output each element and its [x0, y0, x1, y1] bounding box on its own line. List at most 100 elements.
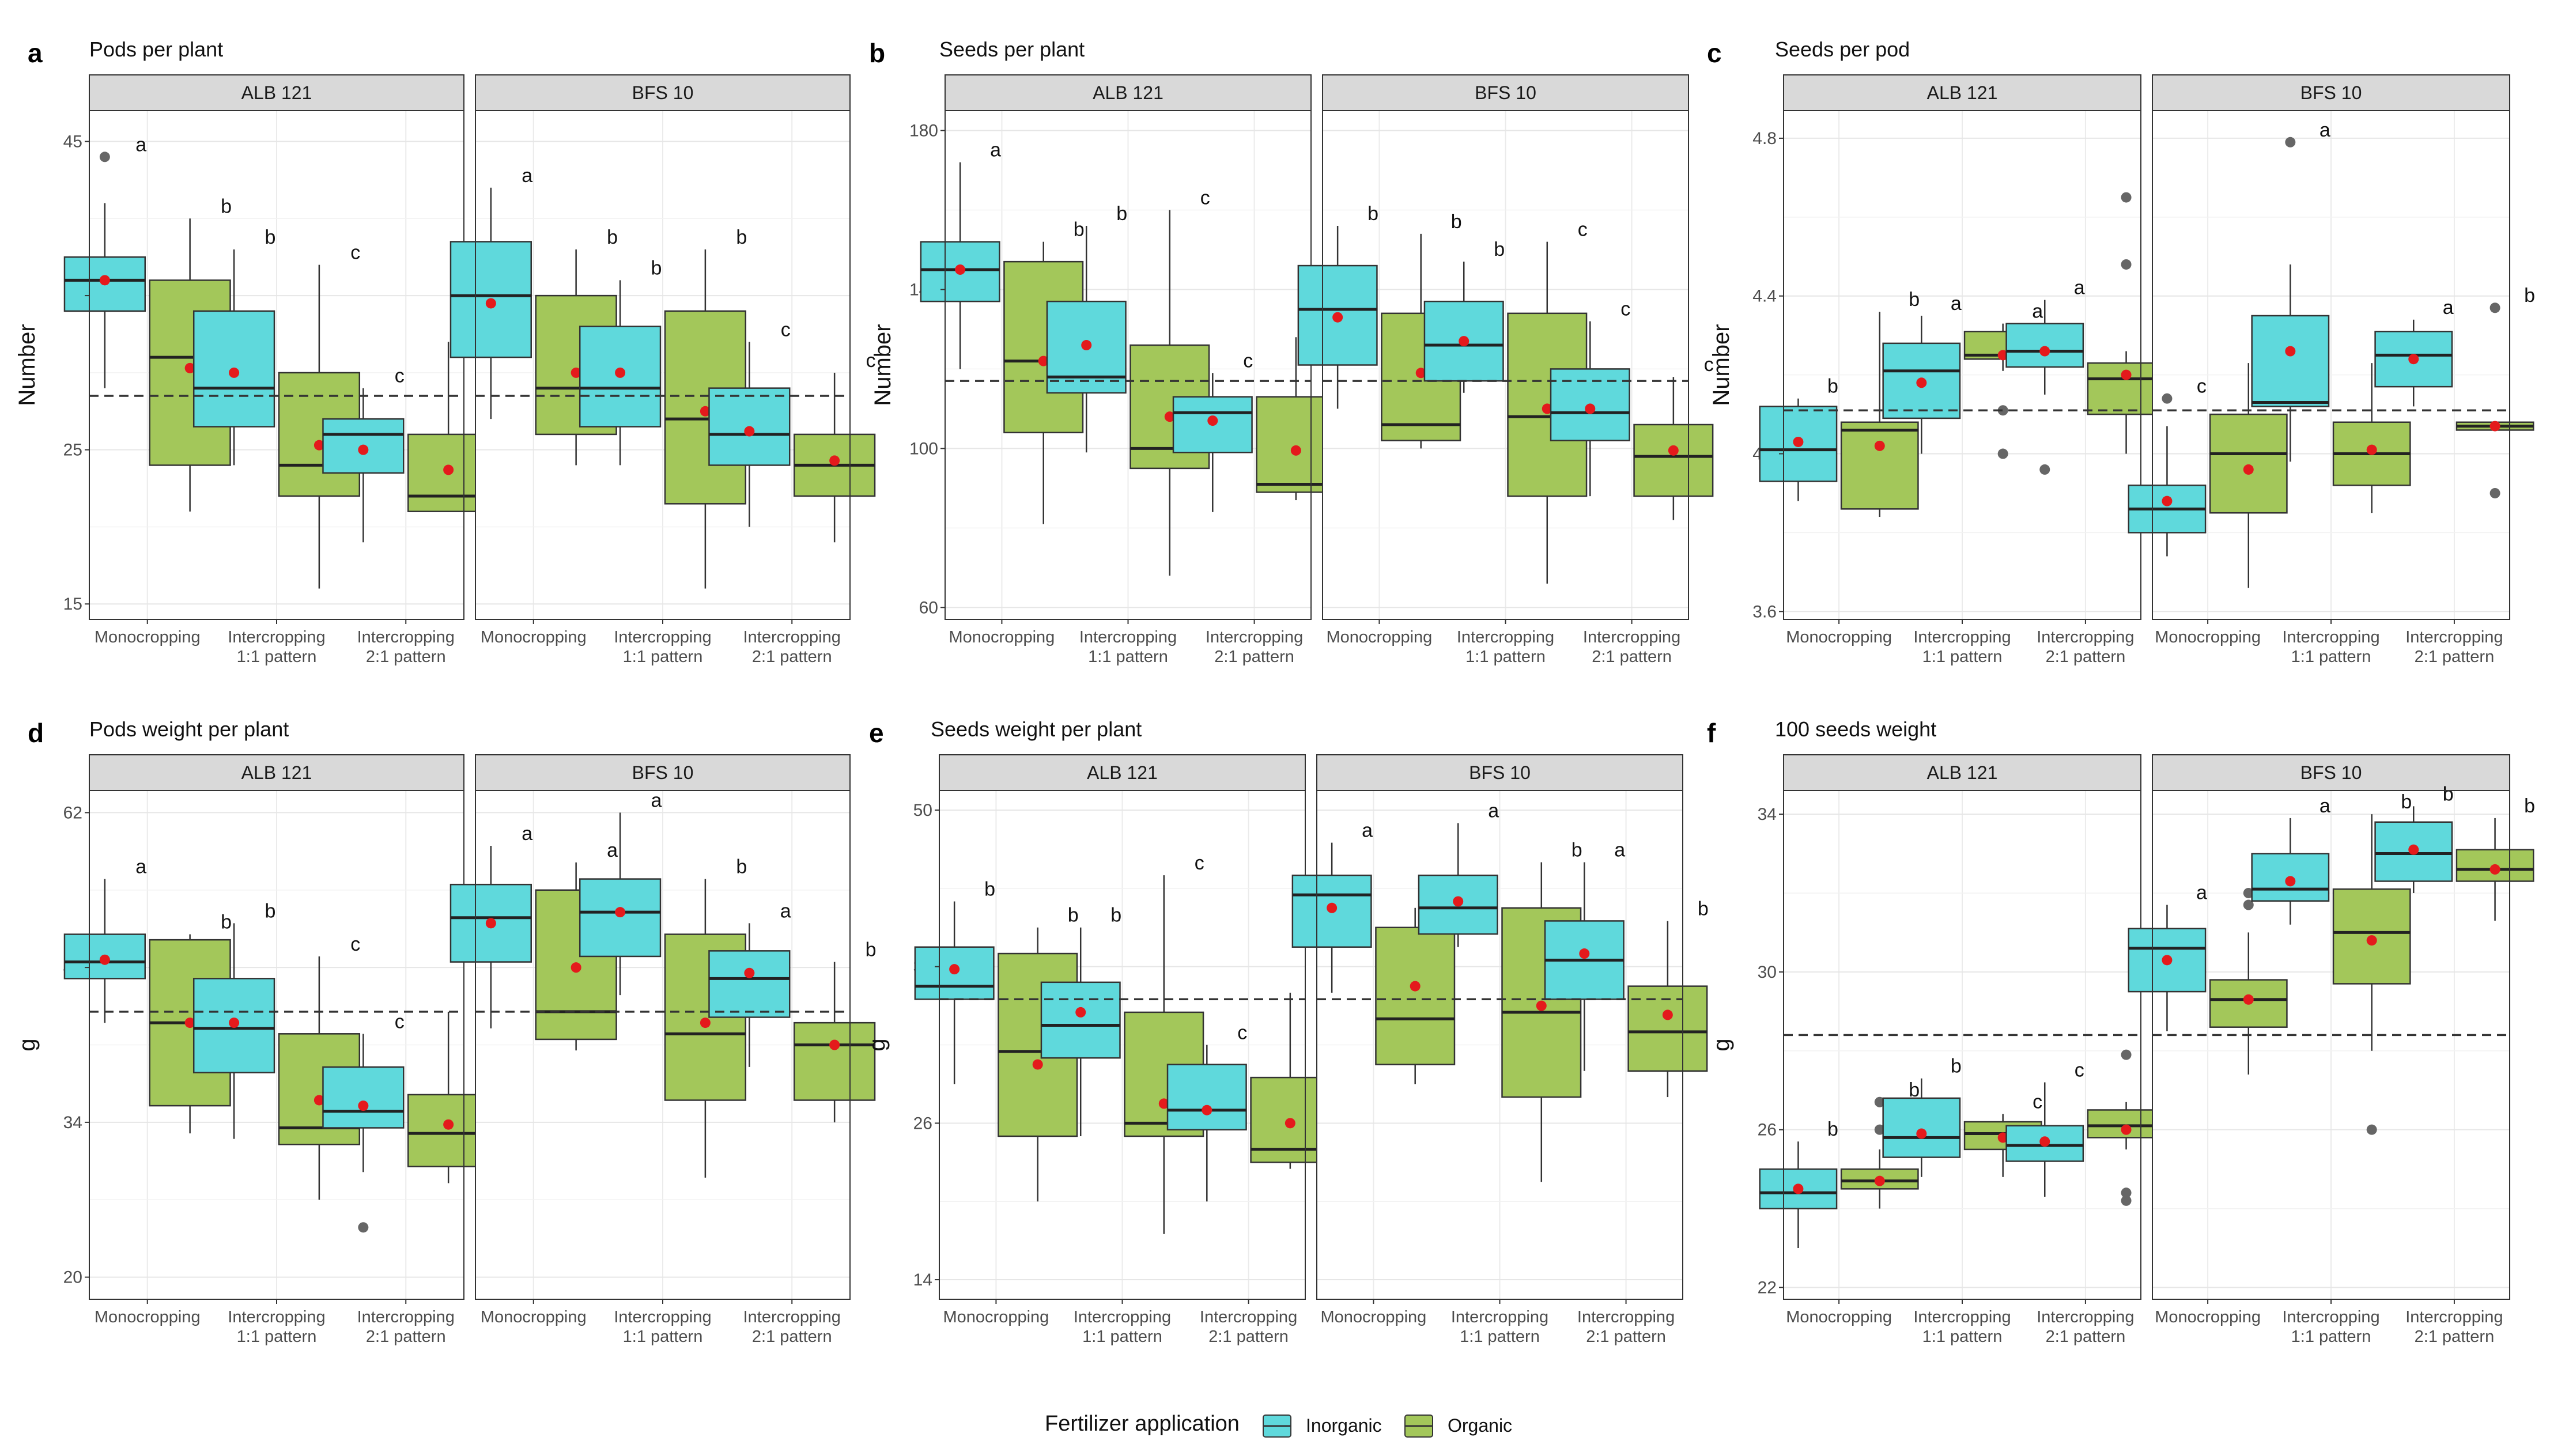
significance-letter: a — [135, 134, 146, 156]
outlier-point — [2243, 887, 2254, 898]
facet-strip-label: ALB 121 — [241, 82, 312, 103]
mean-point — [1793, 436, 1804, 447]
significance-letter: a — [1614, 839, 1625, 861]
significance-letter: b — [2524, 795, 2535, 817]
mean-point — [313, 440, 324, 451]
panel-letter: a — [28, 38, 43, 68]
y-tick-label: 14 — [913, 1270, 932, 1289]
mean-point — [1075, 1007, 1086, 1018]
x-tick-label: 1:1 pattern — [1922, 648, 2003, 666]
x-tick-label: Intercropping — [743, 1308, 841, 1326]
significance-letter: b — [1494, 239, 1505, 260]
mean-point — [1290, 445, 1301, 456]
x-tick-label: Intercropping — [2405, 628, 2503, 646]
box-inorganic: c — [2005, 1060, 2084, 1197]
x-tick-label: 2:1 pattern — [366, 648, 446, 666]
y-axis-title: Number — [14, 324, 40, 406]
significance-letter: a — [2074, 277, 2085, 299]
plot-border — [2152, 110, 2510, 620]
significance-letter: c — [350, 242, 360, 264]
box-body — [1166, 1064, 1247, 1130]
outlier-point — [2121, 259, 2132, 270]
box-inorganic: b — [1046, 203, 1127, 453]
panel-letter: b — [869, 38, 885, 68]
box-inorganic: a — [2251, 119, 2330, 462]
y-tick-label: 25 — [63, 441, 82, 460]
x-tick-label: Monocropping — [949, 628, 1055, 646]
facet-strip — [939, 754, 1306, 791]
significance-letter: b — [607, 226, 618, 248]
mean-point — [1459, 336, 1470, 347]
significance-letter: c — [1195, 852, 1204, 874]
outlier-point — [2121, 1195, 2132, 1206]
y-axis-title: g — [864, 1038, 890, 1051]
facet-strip — [1783, 74, 2141, 111]
facet-strip — [89, 754, 464, 791]
x-tick-label: 2:1 pattern — [752, 1328, 832, 1346]
legend: Fertilizer application Inorganic Organic — [1045, 1412, 1512, 1438]
x-tick-label: Intercropping — [743, 628, 841, 646]
x-tick-label: 2:1 pattern — [1586, 1328, 1666, 1346]
mean-point — [2039, 346, 2050, 357]
significance-letter: c — [2075, 1060, 2084, 1081]
x-tick-label: Intercropping — [614, 628, 711, 646]
x-tick-label: Monocropping — [95, 1308, 201, 1326]
significance-letter: b — [984, 878, 995, 900]
mean-point — [2121, 1124, 2132, 1135]
box-inorganic: c — [1166, 1022, 1247, 1202]
x-tick-label: 2:1 pattern — [752, 648, 832, 666]
box-body — [2251, 315, 2330, 407]
significance-letter: b — [1451, 211, 1462, 233]
facet-0: ALB 121 b b Monocropping b c Intercropping 1:1 … — [1759, 754, 2166, 1346]
facet-strip — [1322, 74, 1689, 111]
box-body — [1633, 423, 1714, 497]
mean-point — [1542, 403, 1552, 414]
box-organic: c — [1633, 354, 1714, 520]
box-inorganic: b — [1297, 203, 1378, 409]
outlier-point — [2490, 487, 2500, 498]
outlier-point — [358, 1222, 369, 1233]
significance-letter: b — [2443, 783, 2454, 805]
x-tick-label: Monocropping — [1321, 1308, 1427, 1326]
box-body — [1040, 981, 1121, 1059]
mean-point — [1579, 948, 1590, 959]
outlier-point — [2162, 393, 2173, 404]
box-inorganic: b — [1759, 376, 1838, 501]
box-organic: b — [2456, 285, 2535, 498]
facet-strip — [1316, 754, 1683, 791]
significance-letter: a — [780, 900, 791, 922]
significance-letter: c — [350, 933, 360, 955]
panel-title: Pods weight per plant — [89, 717, 289, 741]
y-tick-label: 3.6 — [1752, 602, 1777, 621]
x-tick-label: 1:1 pattern — [237, 1328, 317, 1346]
mean-point — [443, 1119, 454, 1130]
plot-border — [89, 110, 464, 620]
mean-point — [99, 954, 110, 965]
significance-letter: a — [2320, 795, 2330, 817]
x-tick-label: Intercropping — [2037, 1308, 2134, 1326]
x-tick-label: Intercropping — [1583, 628, 1680, 646]
mean-point — [571, 367, 581, 378]
mean-point — [1332, 312, 1343, 323]
plot-border — [475, 790, 851, 1300]
plot-border — [1783, 790, 2141, 1300]
significance-letter: a — [2196, 882, 2207, 904]
mean-point — [1585, 403, 1596, 414]
mean-point — [700, 1018, 711, 1028]
significance-letter: b — [221, 195, 232, 217]
plot-border — [939, 790, 1306, 1300]
box-organic: b — [2332, 791, 2412, 1135]
plot-border — [1783, 110, 2141, 620]
box-inorganic: a — [1418, 800, 1499, 947]
mean-point — [2408, 354, 2419, 365]
mean-point — [2366, 444, 2377, 455]
facet-strip-label: ALB 121 — [1093, 82, 1163, 103]
legend-label-organic: Organic — [1448, 1415, 1512, 1436]
significance-letter: a — [607, 839, 618, 861]
plot-border — [2152, 790, 2510, 1300]
box-body — [2332, 888, 2411, 985]
box-inorganic: b — [914, 878, 995, 1084]
box-inorganic: b — [192, 900, 275, 1139]
panel-f: f 100 seeds weight g 22 26 30 34 ALB 121 b b Monoc… — [1707, 717, 2535, 1346]
mean-point — [1668, 445, 1679, 456]
